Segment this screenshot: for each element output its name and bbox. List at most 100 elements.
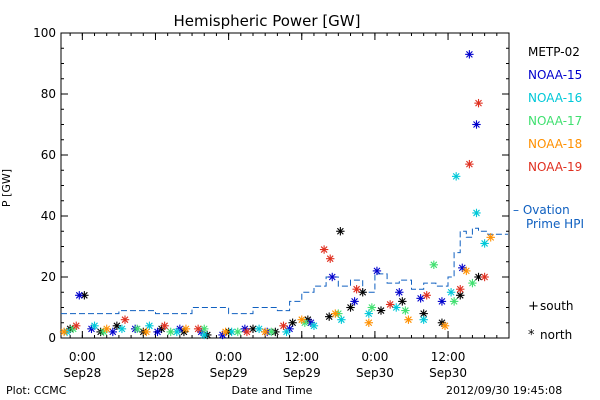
data-point — [242, 327, 252, 337]
data-point — [260, 327, 270, 337]
data-point — [437, 297, 447, 306]
data-point — [395, 288, 404, 297]
data-point — [193, 324, 203, 334]
data-point — [221, 327, 230, 337]
data-point — [282, 327, 291, 337]
x-tick-time-label: 12:00 — [431, 350, 466, 364]
data-point — [324, 312, 334, 321]
x-tick-date-label: Sep30 — [356, 366, 394, 380]
data-point — [440, 321, 450, 330]
data-point — [181, 324, 191, 334]
data-point — [350, 297, 359, 306]
series-noaa-19 — [72, 98, 489, 337]
data-point — [398, 297, 407, 306]
data-point — [288, 318, 297, 327]
series-noaa-17 — [68, 260, 477, 337]
data-point — [326, 254, 335, 263]
data-point — [401, 306, 410, 315]
data-point — [472, 120, 481, 129]
y-tick-label: 100 — [33, 26, 56, 40]
x-tick-time-label: 0:00 — [361, 350, 388, 364]
data-point — [480, 272, 489, 282]
symbol-key-north-symbol: * — [528, 328, 535, 343]
data-point — [422, 291, 431, 300]
data-point — [117, 324, 127, 334]
y-tick-label: 0 — [48, 331, 56, 345]
legend-entry-metp-02: METP-02 — [528, 45, 580, 59]
data-point — [364, 318, 374, 327]
x-tick-date-label: Sep29 — [210, 366, 248, 380]
data-point — [145, 321, 154, 330]
legend-entry-noaa-19: NOAA-19 — [528, 160, 582, 174]
data-point — [404, 315, 413, 324]
data-point — [331, 309, 340, 318]
data-point — [328, 272, 337, 282]
data-point — [153, 327, 162, 337]
data-point — [108, 327, 118, 337]
x-tick-date-label: Sep28 — [63, 366, 101, 380]
x-axis-label: Date and Time — [232, 384, 313, 397]
timestamp: 2012/09/30 19:45:08 — [446, 384, 562, 397]
data-point — [336, 227, 345, 236]
data-point — [254, 324, 264, 334]
x-tick-time-label: 12:00 — [138, 350, 173, 364]
legend-entry-noaa-17: NOAA-17 — [528, 114, 582, 128]
legend-entry-noaa-16: NOAA-16 — [528, 91, 582, 105]
y-tick-label: 20 — [41, 270, 56, 284]
symbol-key-south-symbol: + — [528, 299, 539, 314]
data-point — [364, 309, 374, 318]
data-point — [358, 288, 367, 297]
data-point — [279, 321, 288, 330]
data-point — [416, 294, 425, 303]
data-point — [90, 321, 99, 330]
y-axis-label: P [GW] — [0, 169, 13, 207]
y-tick-label: 40 — [41, 209, 56, 223]
x-tick-date-label: Sep30 — [429, 366, 467, 380]
data-point — [367, 303, 377, 312]
y-tick-label: 60 — [41, 148, 56, 162]
data-point — [102, 324, 111, 334]
data-point — [456, 285, 465, 294]
data-point — [166, 327, 175, 337]
data-point — [72, 321, 81, 330]
data-point — [346, 303, 355, 312]
symbol-key-north: north — [540, 328, 572, 342]
x-tick-time-label: 0:00 — [69, 350, 96, 364]
data-point — [419, 315, 428, 324]
ovation-label: – Ovation — [513, 203, 570, 217]
data-point — [337, 315, 346, 324]
data-point — [465, 159, 474, 169]
data-point — [75, 291, 84, 300]
data-point — [465, 50, 474, 59]
x-tick-time-label: 12:00 — [284, 350, 319, 364]
data-point — [451, 172, 461, 181]
plot-frame — [60, 32, 510, 339]
ovation-label-line2: Prime HPI — [526, 217, 584, 231]
data-point — [352, 285, 361, 294]
data-point — [59, 327, 69, 337]
series-noaa-18 — [59, 233, 495, 337]
plot-credit: Plot: CCMC — [6, 384, 67, 397]
plot-area: 0 20 40 60 80 100 0:00 Sep28 12:00 Sep28 0:00 Sep29… — [33, 26, 510, 380]
legend-entry-noaa-18: NOAA-18 — [528, 137, 582, 151]
data-point — [372, 266, 382, 276]
data-point — [297, 315, 306, 324]
data-point — [132, 324, 142, 334]
data-point — [319, 245, 329, 254]
data-point — [120, 315, 130, 324]
data-point — [446, 288, 456, 297]
data-point — [472, 208, 481, 218]
data-point — [142, 327, 151, 337]
x-tick-date-label: Sep28 — [137, 366, 175, 380]
chart-title: Hemispheric Power [GW] — [174, 12, 361, 30]
ovation-hpi-line — [61, 227, 508, 315]
series-noaa-15 — [75, 50, 481, 340]
data-point — [462, 266, 471, 276]
data-point — [486, 233, 495, 242]
data-point — [233, 327, 242, 337]
data-point — [468, 278, 477, 288]
data-point — [429, 260, 439, 269]
x-tick-date-label: Sep29 — [283, 366, 321, 380]
data-point — [456, 291, 465, 300]
